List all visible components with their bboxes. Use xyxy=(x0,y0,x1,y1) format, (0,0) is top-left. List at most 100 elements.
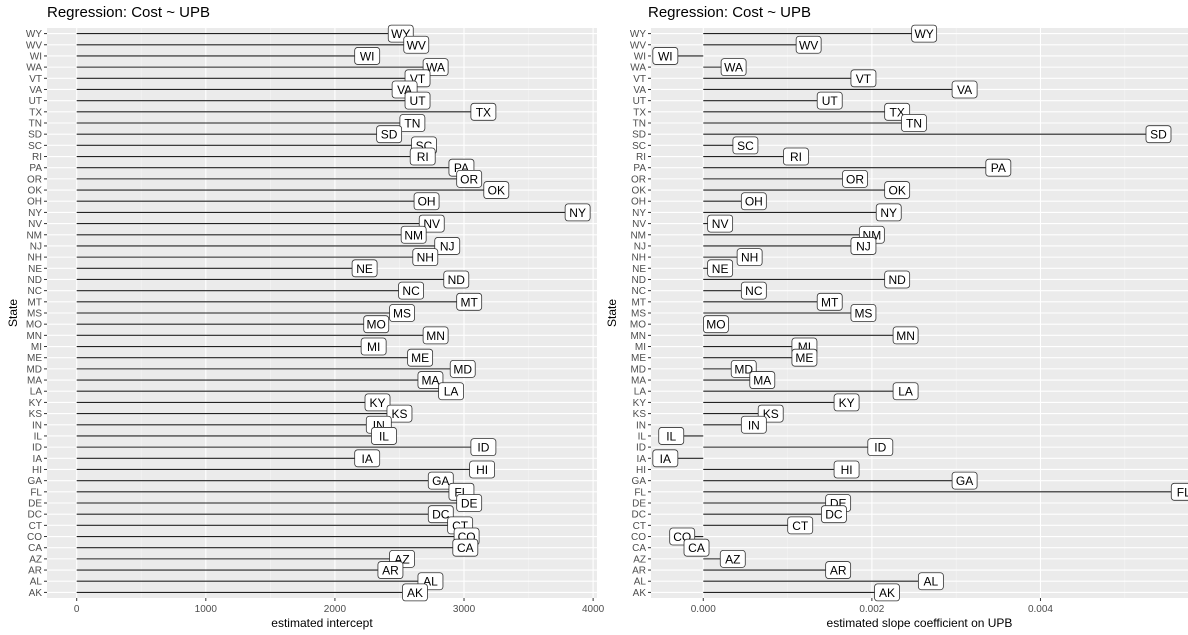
slope-label-sd: SD xyxy=(1145,125,1172,144)
slope-label-box xyxy=(875,203,902,222)
slope-x-tick-label: 0.002 xyxy=(859,604,884,615)
slope-label-dc: DC xyxy=(821,505,847,524)
intercept-label-box xyxy=(413,192,440,211)
slope-label-box xyxy=(703,315,729,334)
intercept-label-text: AK xyxy=(407,586,423,600)
intercept-y-tick-label: TN xyxy=(29,119,42,130)
slope-label-box xyxy=(833,393,860,412)
slope-label-text: TN xyxy=(906,117,922,131)
slope-label-ut: UT xyxy=(816,91,843,110)
slope-y-tick-label: MS xyxy=(631,309,646,320)
slope-label-text: ME xyxy=(795,351,813,365)
intercept-label-ut: UT xyxy=(404,91,431,110)
slope-y-tick-label: AR xyxy=(632,566,646,577)
slope-y-tick-label: NE xyxy=(632,264,646,275)
intercept-label-text: LA xyxy=(444,385,459,399)
intercept-y-tick-label: CO xyxy=(27,532,42,543)
slope-label-text: TX xyxy=(889,105,904,119)
slope-label-text: OR xyxy=(846,172,864,186)
slope-label-la: LA xyxy=(892,382,919,401)
slope-label-ar: AR xyxy=(825,561,852,579)
slope-y-tick-label: NC xyxy=(632,286,646,297)
intercept-label-box xyxy=(443,270,470,289)
slope-label-box xyxy=(867,438,894,457)
intercept-y-tick-label: NC xyxy=(28,286,42,297)
intercept-label-ms: MS xyxy=(389,304,415,322)
slope-label-text: HI xyxy=(841,463,853,477)
slope-y-tick-label: OR xyxy=(631,174,646,185)
slope-label-text: SC xyxy=(737,139,754,153)
slope-label-mo: MO xyxy=(703,315,729,334)
slope-y-tick-label: DE xyxy=(632,499,646,510)
intercept-y-tick-label: DC xyxy=(28,510,42,521)
slope-label-text: KY xyxy=(839,396,855,410)
slope-y-tick-label: RI xyxy=(636,152,646,163)
slope-y-tick-label: WV xyxy=(630,40,646,51)
intercept-y-tick-label: WA xyxy=(26,63,42,74)
intercept-y-tick-label: MN xyxy=(26,331,42,342)
intercept-y-tick-label: ND xyxy=(28,275,42,286)
slope-label-box xyxy=(658,427,685,445)
slope-label-text: VA xyxy=(957,83,972,97)
intercept-label-ak: AK xyxy=(402,583,428,602)
slope-label-box xyxy=(1145,125,1172,144)
slope-y-tick-label: VT xyxy=(633,74,646,85)
slope-label-text: KS xyxy=(763,407,779,421)
intercept-y-tick-label: MS xyxy=(27,309,42,320)
intercept-label-box xyxy=(376,125,403,144)
intercept-label-box xyxy=(354,449,381,468)
intercept-y-tick-label: PA xyxy=(29,163,42,174)
intercept-label-text: TN xyxy=(404,117,420,131)
slope-label-text: CT xyxy=(792,519,809,533)
slope-label-nv: NV xyxy=(707,214,734,233)
intercept-label-box xyxy=(456,169,483,188)
intercept-label-text: MI xyxy=(367,340,380,354)
slope-label-az: AZ xyxy=(719,549,746,568)
slope-label-id: ID xyxy=(867,438,894,457)
intercept-label-ny: NY xyxy=(564,203,591,222)
intercept-y-tick-label: SD xyxy=(28,130,42,141)
slope-y-tick-label: LA xyxy=(634,387,647,398)
slope-y-tick-label: IA xyxy=(637,454,647,465)
intercept-label-text: DE xyxy=(461,497,478,511)
slope-label-ma: MA xyxy=(749,371,776,389)
slope-label-box xyxy=(749,371,776,389)
slope-label-text: UT xyxy=(822,94,839,108)
intercept-y-tick-label: OK xyxy=(28,186,43,197)
intercept-label-text: OR xyxy=(460,172,478,186)
slope-label-box xyxy=(850,304,877,322)
slope-label-mn: MN xyxy=(892,326,919,345)
slope-label-nh: NH xyxy=(736,248,763,267)
slope-label-box xyxy=(791,348,818,367)
intercept-x-tick-label: 4000 xyxy=(582,604,605,615)
intercept-y-tick-label: WY xyxy=(26,29,42,40)
slope-y-tick-label: WI xyxy=(634,51,646,62)
intercept-label-box xyxy=(456,494,483,512)
slope-y-tick-label: MO xyxy=(630,320,646,331)
slope-label-box xyxy=(951,80,978,99)
slope-label-box xyxy=(850,69,877,88)
intercept-label-box xyxy=(470,102,497,121)
intercept-label-il: IL xyxy=(371,427,397,445)
intercept-label-box xyxy=(386,404,413,423)
intercept-label-text: NJ xyxy=(440,239,455,253)
intercept-label-mt: MT xyxy=(456,292,483,311)
slope-y-tick-label: CO xyxy=(631,532,646,543)
slope-y-tick-label: IN xyxy=(636,420,646,431)
slope-y-tick-label: AZ xyxy=(633,554,646,565)
intercept-panel: Regression: Cost ~ UPBWYWVWIWAVTVAUTTXTN… xyxy=(6,4,605,630)
intercept-label-ar: AR xyxy=(377,561,404,579)
intercept-y-tick-label: OR xyxy=(27,174,42,185)
intercept-label-box xyxy=(404,91,431,110)
intercept-label-box xyxy=(438,382,465,401)
slope-label-text: MD xyxy=(734,362,753,376)
intercept-x-axis-title: estimated intercept xyxy=(271,616,373,630)
slope-label-text: MA xyxy=(753,374,771,388)
slope-y-tick-label: SC xyxy=(632,141,646,152)
intercept-label-or: OR xyxy=(456,169,483,188)
slope-label-text: IA xyxy=(660,452,671,466)
slope-label-text: WV xyxy=(799,38,818,52)
slope-label-box xyxy=(874,583,900,602)
slope-label-text: DC xyxy=(825,508,843,522)
